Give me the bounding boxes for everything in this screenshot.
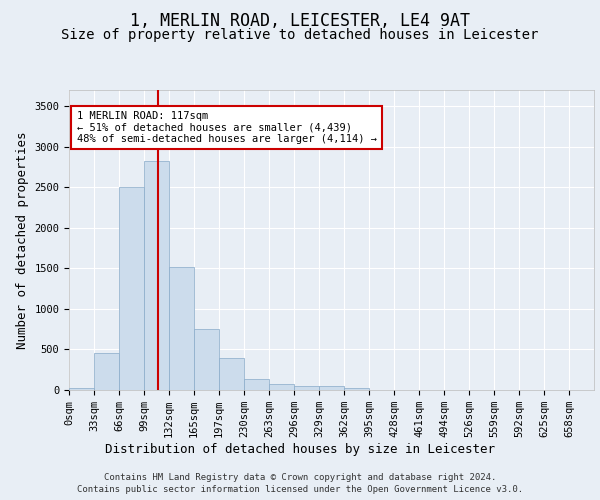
Text: 1, MERLIN ROAD, LEICESTER, LE4 9AT: 1, MERLIN ROAD, LEICESTER, LE4 9AT <box>130 12 470 30</box>
Y-axis label: Number of detached properties: Number of detached properties <box>16 131 29 349</box>
Text: Contains HM Land Registry data © Crown copyright and database right 2024.: Contains HM Land Registry data © Crown c… <box>104 472 496 482</box>
Bar <box>294 386 319 390</box>
Text: 1 MERLIN ROAD: 117sqm
← 51% of detached houses are smaller (4,439)
48% of semi-d: 1 MERLIN ROAD: 117sqm ← 51% of detached … <box>77 111 377 144</box>
Bar <box>244 378 269 390</box>
Bar <box>269 384 294 390</box>
Bar <box>194 329 219 390</box>
Bar <box>94 352 119 390</box>
Bar <box>319 386 344 390</box>
Bar <box>219 358 244 390</box>
Bar <box>119 188 144 390</box>
Text: Distribution of detached houses by size in Leicester: Distribution of detached houses by size … <box>105 442 495 456</box>
Bar <box>169 267 194 390</box>
Bar <box>344 388 369 390</box>
Bar <box>69 388 94 390</box>
Text: Size of property relative to detached houses in Leicester: Size of property relative to detached ho… <box>61 28 539 42</box>
Text: Contains public sector information licensed under the Open Government Licence v3: Contains public sector information licen… <box>77 485 523 494</box>
Bar <box>144 162 169 390</box>
